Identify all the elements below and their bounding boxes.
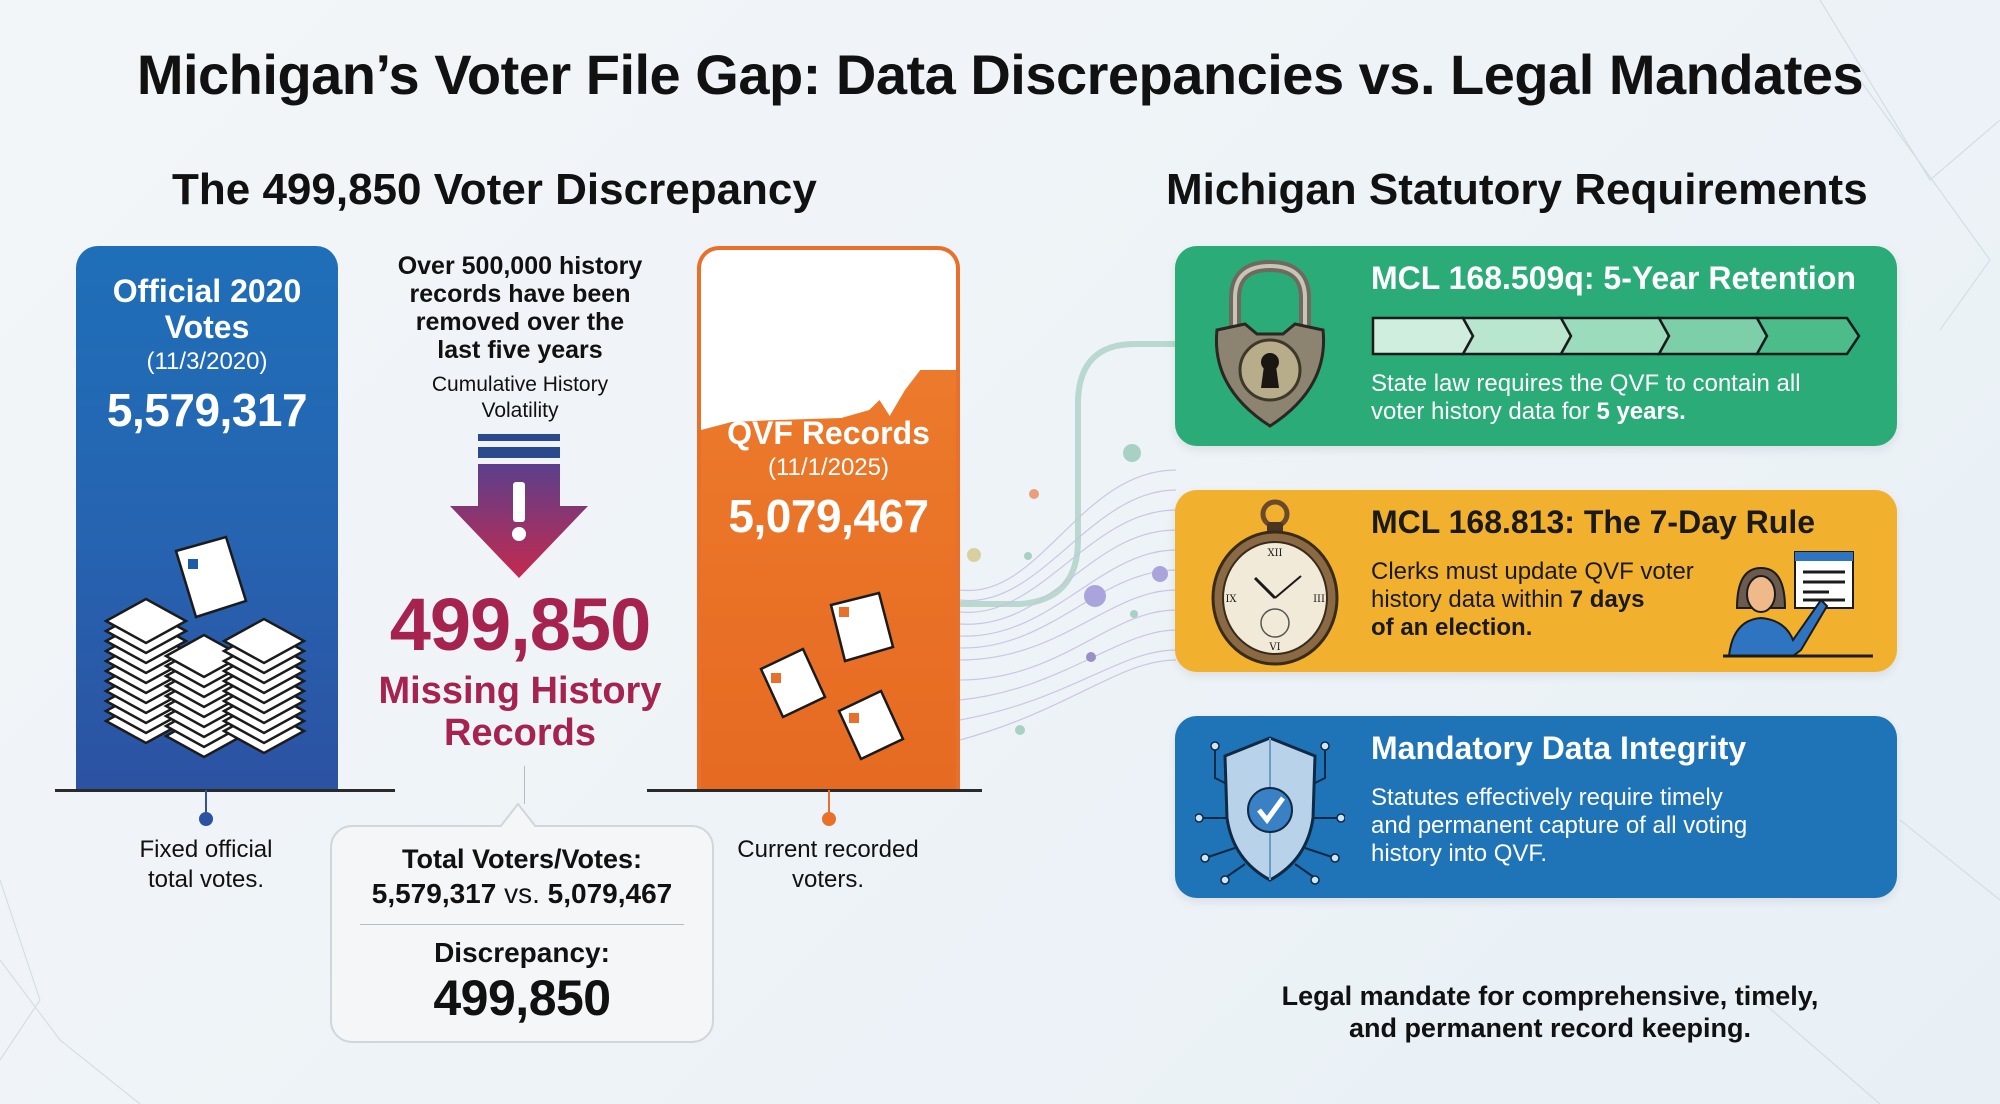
seven-days-emphasis: 7 days — [1569, 586, 1645, 613]
callout-label: Total Voters/Votes: — [401, 844, 643, 874]
discrepancy-value: 499,850 — [433, 970, 611, 1026]
discrepancy-callout: Total Voters/Votes: 5,579,317 vs. 5,079,… — [330, 825, 714, 1043]
card-body-line: history into QVF. — [1371, 840, 1548, 867]
missing-label-line2: Records — [443, 712, 597, 754]
page-title: Michigan’s Voter File Gap: Data Discrepa… — [136, 43, 1864, 106]
removal-note-line: last five years — [437, 336, 603, 364]
election-emphasis: of an election. — [1371, 614, 1533, 641]
card-body: Statutes effectively require timely and … — [1371, 784, 1747, 868]
qvf-bar-fill — [701, 370, 956, 790]
official-bar-date: (11/3/2020) — [146, 348, 268, 375]
qvf-dot — [822, 812, 836, 826]
official-baseline — [55, 789, 395, 792]
missing-label-line1: Missing History — [378, 670, 662, 712]
volatility-line: Cumulative History — [431, 373, 609, 396]
volatility-line: Volatility — [481, 399, 559, 422]
stacked-ballots-icon — [103, 535, 307, 759]
scattered-ballots-icon — [759, 591, 905, 761]
footer-line2: and permanent record keeping. — [1348, 1013, 1752, 1043]
official-dot — [199, 812, 213, 826]
official-bar-label-1: Official 2020 — [112, 273, 302, 309]
footer-summary: Legal mandate for comprehensive, timely,… — [1200, 980, 1900, 1044]
removal-note-line: Over 500,000 history — [397, 252, 643, 280]
right-section-title: Michigan Statutory Requirements — [1166, 165, 1868, 214]
shield-check-circuit-icon — [1195, 736, 1345, 885]
callout-divider — [360, 924, 684, 925]
official-stem — [205, 790, 207, 816]
footer-line1: Legal mandate for comprehensive, timely, — [1281, 981, 1819, 1011]
callout-values: 5,579,317 vs. 5,079,467 — [332, 877, 712, 911]
qvf-caption-line2: voters. — [791, 866, 865, 893]
pocket-watch-icon: XII III VI IX — [1211, 499, 1339, 666]
missing-records-label: Missing History Records — [340, 670, 700, 754]
left-section-title: The 499,850 Voter Discrepancy — [172, 165, 817, 214]
qvf-baseline — [647, 789, 982, 792]
svg-text:III: III — [1313, 594, 1325, 605]
qvf-records-bar: QVF Records (11/1/2025) 5,079,467 — [697, 246, 960, 790]
card-body-line: and permanent capture of all voting — [1371, 812, 1748, 839]
official-bar-value: 5,579,317 — [106, 384, 308, 436]
card-7-day-rule: XII III VI IX MCL 168.813: The 7-Day Rule C… — [1175, 490, 1897, 672]
official-votes-bar: Official 2020 Votes (11/3/2020) 5,579,31… — [76, 246, 338, 790]
card-body-line: history data within — [1371, 586, 1570, 613]
official-caption: Fixed official total votes. — [66, 835, 346, 895]
discrepancy-label: Discrepancy: — [434, 937, 610, 968]
qvf-bar-label: QVF Records — [727, 415, 930, 451]
padlock-icon — [1214, 259, 1326, 428]
callout-value-a: 5,579,317 — [371, 878, 497, 909]
card-title: MCL 168.813: The 7-Day Rule — [1371, 504, 1816, 540]
card-title: Mandatory Data Integrity — [1371, 730, 1747, 766]
qvf-caption: Current recorded voters. — [688, 835, 968, 895]
card-body-line: Statutes effectively require timely — [1371, 784, 1723, 811]
card-5-year-retention: MCL 168.509q: 5-Year Retention State law… — [1175, 246, 1897, 446]
removal-note-line: removed over the — [415, 308, 625, 336]
card-body-line: State law requires the QVF to contain al… — [1371, 370, 1801, 397]
qvf-stem — [828, 790, 830, 816]
svg-text:VI: VI — [1268, 642, 1280, 653]
svg-text:XII: XII — [1267, 548, 1282, 559]
card-title: MCL 168.509q: 5-Year Retention — [1371, 260, 1856, 296]
callout-value-b: 5,079,467 — [547, 878, 673, 909]
official-bar-label-2: Votes — [164, 309, 250, 345]
official-caption-line1: Fixed official — [139, 836, 273, 863]
card-data-integrity: Mandatory Data Integrity Statutes effect… — [1175, 716, 1897, 898]
down-arrow-warning-icon — [450, 434, 588, 578]
five-year-progress-chevrons — [1371, 316, 1861, 356]
qvf-bar-date: (11/1/2025) — [768, 454, 889, 481]
callout-pointer — [500, 802, 536, 827]
callout-vs: vs. — [504, 878, 540, 909]
qvf-caption-line1: Current recorded — [737, 836, 919, 863]
volatility-label: Cumulative History Volatility — [360, 372, 680, 424]
callout-connector — [524, 766, 525, 804]
svg-text:IX: IX — [1225, 594, 1237, 605]
removal-note-line: records have been — [409, 280, 631, 308]
missing-records-value: 499,850 — [389, 583, 652, 666]
card-body-line: voter history data for — [1371, 398, 1597, 425]
five-years-emphasis: 5 years. — [1596, 398, 1686, 425]
official-caption-line2: total votes. — [147, 866, 265, 893]
clerk-presenter-icon — [1723, 551, 1873, 658]
qvf-bar-value: 5,079,467 — [728, 490, 929, 542]
removal-note: Over 500,000 history records have been r… — [360, 252, 680, 364]
card-body: Clerks must update QVF voter history dat… — [1371, 558, 1694, 642]
card-body-line: Clerks must update QVF voter — [1371, 558, 1694, 585]
card-body: State law requires the QVF to contain al… — [1371, 370, 1801, 426]
